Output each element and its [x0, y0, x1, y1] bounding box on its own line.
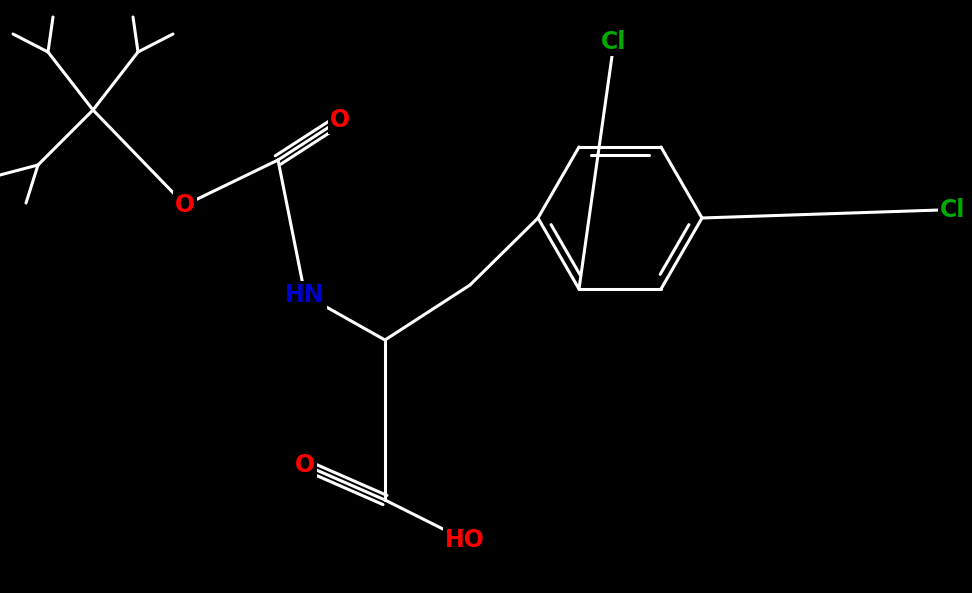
Text: HO: HO	[445, 528, 485, 552]
Text: Cl: Cl	[940, 198, 965, 222]
Text: O: O	[175, 193, 195, 217]
Text: O: O	[330, 108, 350, 132]
Text: Cl: Cl	[602, 30, 627, 54]
Text: O: O	[295, 453, 315, 477]
Text: HN: HN	[285, 283, 325, 307]
